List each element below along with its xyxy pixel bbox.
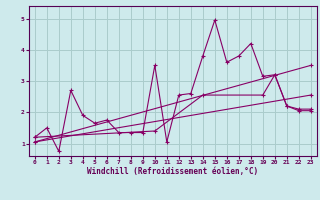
X-axis label: Windchill (Refroidissement éolien,°C): Windchill (Refroidissement éolien,°C) [87,167,258,176]
